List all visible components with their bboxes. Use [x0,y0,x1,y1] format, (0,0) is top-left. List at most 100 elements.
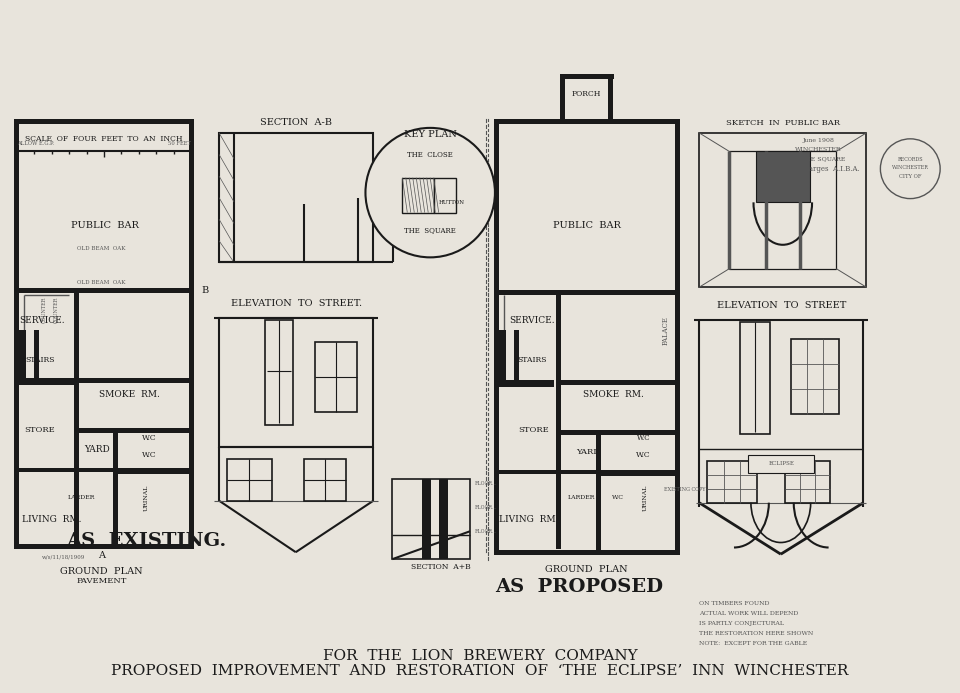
Bar [699,133,867,287]
Text: ELEVATION  TO  STREET: ELEVATION TO STREET [716,301,846,310]
Bar [227,459,272,500]
Text: THE RESTORATION HERE SHOWN: THE RESTORATION HERE SHOWN [699,631,813,636]
Text: A: A [98,551,105,560]
Text: SECTION  A+B: SECTION A+B [411,563,471,571]
Bar [708,461,756,502]
Bar [595,430,601,554]
Text: LARDER: LARDER [568,495,595,500]
Text: B: B [202,286,208,295]
Text: PROPOSED  IMPROVEMENT  AND  RESTORATION  OF  ‘THE  ECLIPSE’  INN  WINCHESTER: PROPOSED IMPROVEMENT AND RESTORATION OF … [111,664,849,678]
Bar [494,119,681,124]
Text: FLOOR...: FLOOR... [475,481,497,486]
Text: URINAL: URINAL [643,484,648,511]
Text: FOR  THE  LION  BREWERY  COMPANY: FOR THE LION BREWERY COMPANY [323,649,637,663]
Bar [434,177,456,213]
Bar [749,455,814,473]
Bar [514,330,518,380]
Text: AS  PROPOSED: AS PROPOSED [495,578,663,596]
Text: SERVICE.: SERVICE. [509,315,555,324]
Text: GROUND  PLAN: GROUND PLAN [545,565,628,574]
Text: PORCH: PORCH [572,90,601,98]
Circle shape [366,128,495,257]
Bar [740,322,770,435]
Text: LARDER: LARDER [68,495,95,500]
Text: LIVING  RM.: LIVING RM. [22,515,82,524]
Text: AT THE SQUARE: AT THE SQUARE [791,156,846,161]
Bar [74,428,194,432]
Bar [560,74,564,119]
Text: SERVICE.: SERVICE. [19,315,64,324]
Bar [13,119,194,124]
Bar [784,461,830,502]
Text: Keith Charges  A.I.B.A.: Keith Charges A.I.B.A. [778,165,859,173]
Bar [74,468,79,547]
Bar [675,119,681,555]
Text: URINAL: URINAL [144,484,149,511]
Text: PALACE: PALACE [661,315,669,344]
Bar [304,459,346,500]
Text: YARD: YARD [577,448,601,455]
Text: ALLOW E.G.P.: ALLOW E.G.P. [17,141,54,146]
Bar [13,544,194,549]
Bar [494,469,681,475]
Bar [189,119,194,549]
Text: PAVEMENT: PAVEMENT [77,577,127,585]
Bar [219,133,373,263]
Text: SCALE  OF  FOUR  FEET  TO  AN  INCH: SCALE OF FOUR FEET TO AN INCH [25,135,182,143]
Bar [595,469,675,477]
Text: THE  SQUARE: THE SQUARE [404,227,456,234]
Text: W.C: W.C [636,434,650,441]
Text: EXISTING COPY: EXISTING COPY [664,487,706,492]
Text: 50 FEET: 50 FEET [168,141,191,146]
Text: FLOOR...: FLOOR... [475,529,497,534]
Text: WINCHESTER: WINCHESTER [892,165,928,170]
Bar [494,119,499,555]
Bar [609,74,613,119]
Text: KEY PLAN: KEY PLAN [404,130,457,139]
Text: HUTTON: HUTTON [439,200,465,205]
Bar [34,330,38,380]
Bar [560,74,614,79]
Bar [499,380,554,387]
Bar [439,480,448,559]
Text: ACTUAL WORK WILL DEPEND: ACTUAL WORK WILL DEPEND [699,611,799,617]
Text: RECORDS: RECORDS [898,157,924,162]
Bar [402,177,434,213]
Bar [13,119,19,549]
Bar [315,342,356,412]
Text: June 1908: June 1908 [803,139,834,143]
Text: THE  CLOSE: THE CLOSE [407,151,453,159]
Text: STAIRS: STAIRS [517,356,546,364]
Text: LIVING  RM.: LIVING RM. [499,515,559,524]
Text: COUNTER: COUNTER [41,297,46,324]
Bar [13,288,194,293]
Bar [19,378,74,385]
Text: SECTION  A-B: SECTION A-B [260,119,332,128]
Text: AS  EXISTING.: AS EXISTING. [66,532,227,550]
Text: COUNTER: COUNTER [54,297,60,324]
Bar [499,330,506,380]
Text: STORE: STORE [24,426,55,434]
Text: ELEVATION  TO  STREET.: ELEVATION TO STREET. [230,299,362,308]
Bar [494,550,681,555]
Bar [19,330,26,380]
Text: ECLIPSE: ECLIPSE [768,461,794,466]
Text: YARD: YARD [84,445,109,454]
Text: OLD BEAM  OAK: OLD BEAM OAK [77,246,126,251]
Text: CITY OF: CITY OF [899,174,922,179]
Text: SKETCH  IN  PUBLIC BAR: SKETCH IN PUBLIC BAR [726,119,840,127]
Text: W.C: W.C [142,434,156,441]
Text: PUBLIC  BAR: PUBLIC BAR [71,221,138,230]
Bar [556,380,681,385]
Text: GROUND  PLAN: GROUND PLAN [60,567,143,576]
Text: ON TIMBERS FOUND: ON TIMBERS FOUND [699,602,770,606]
Text: w/s/11/18/1909: w/s/11/18/1909 [42,554,85,560]
Bar [556,290,561,475]
Text: IS PARTLY CONJECTURAL: IS PARTLY CONJECTURAL [699,622,784,626]
Text: FLOOR...: FLOOR... [475,505,497,510]
Text: PUBLIC  BAR: PUBLIC BAR [553,221,620,230]
Bar [74,378,194,383]
Text: W.C: W.C [142,450,156,459]
Bar [791,339,839,414]
Text: WINCHESTER: WINCHESTER [796,148,842,152]
